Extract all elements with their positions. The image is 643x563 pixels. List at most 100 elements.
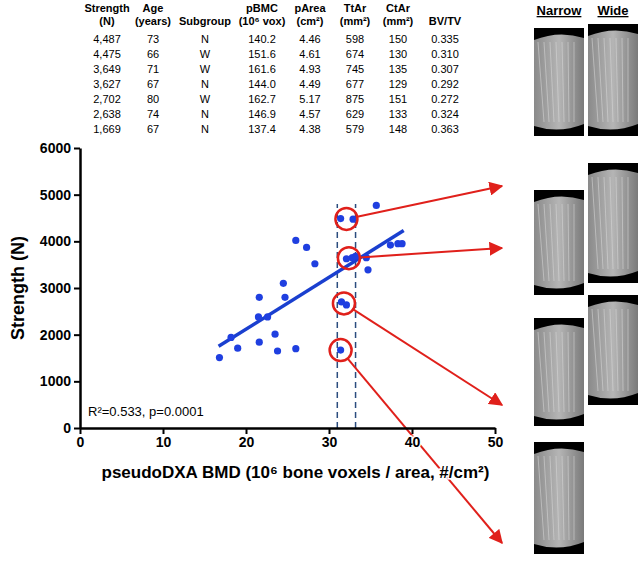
image-body [588,295,638,405]
table-cell: 2,638 [93,108,121,120]
table-cell: 151.6 [248,48,276,60]
data-point [387,241,394,248]
tick: 3000 [40,280,80,296]
table-cell: 2,702 [93,93,121,105]
tick-label: 40 [405,434,421,450]
image-texture [568,456,569,540]
bone-image [588,24,638,136]
data-point [256,339,263,346]
dashed-line [337,204,339,428]
image-cap [534,28,584,40]
table-cell: 0.324 [431,108,459,120]
tick-mark [74,288,80,290]
image-cap [588,124,638,136]
data-point [337,347,344,354]
table-cell: 875 [346,93,364,105]
table-cell: 629 [346,108,364,120]
image-texture [598,177,603,269]
data-point [292,345,299,352]
table-header: pArea [294,2,326,14]
image-texture [556,456,559,540]
image-texture [568,42,569,122]
image-texture [610,309,613,391]
image-texture [628,309,629,391]
image-cap [588,163,638,175]
table-cell: 144.0 [248,78,276,90]
table-cell: 137.4 [248,123,276,135]
tick-label: 0 [63,420,71,436]
data-point [292,237,299,244]
data-point [227,334,234,341]
table-cell: 3,649 [93,63,121,75]
table-cell: 67 [147,123,159,135]
image-texture [562,204,564,281]
tick: 10 [156,428,172,450]
table-cell: N [201,33,209,45]
data-point [311,260,318,267]
table-cell: 4.38 [299,123,320,135]
data-point [373,202,380,209]
image-texture [568,332,569,412]
image-texture [562,332,564,412]
table-header: (cm²) [297,15,324,27]
highlight-circle [338,247,360,269]
image-texture [568,204,569,281]
tick-label: 50 [488,434,504,450]
tick: 40 [405,428,421,450]
table-cell: 151 [389,93,407,105]
tick: 1000 [40,373,80,389]
x-axis: 01020304050 [77,428,504,450]
y-axis-title: Strength (N) [8,236,28,340]
table-cell: 129 [389,78,407,90]
table-header: CtAr [386,2,411,14]
table-cell: 146.9 [248,108,276,120]
tick-label: 3000 [40,280,71,296]
data-point [281,294,288,301]
image-texture [538,42,544,122]
arrows [348,186,502,543]
highlight-circle [335,208,357,230]
tick-mark [74,194,80,196]
table-header: (10⁶ vox) [239,15,286,27]
x-axis-title: pseudoDXA BMD (10⁶ bone voxels / area, #… [102,463,490,482]
table-cell: 0.310 [431,48,459,60]
image-texture [610,177,613,269]
dashed-line [355,204,357,428]
data-table: Strength(N)Age(years)SubgrouppBMC(10⁶ vo… [84,2,461,135]
table-cell: 148 [389,123,407,135]
image-texture [562,42,564,122]
table-cell: 4.46 [299,33,320,45]
tick-label: 2000 [40,327,71,343]
tick: 6000 [40,140,80,156]
image-texture [550,332,554,412]
image-texture [592,309,598,391]
tick-mark [74,334,80,336]
image-texture [544,42,549,122]
table-header: (years) [135,15,171,27]
column-header: Narrow [537,3,583,18]
image-body [588,24,638,136]
image-texture [574,332,575,412]
table-cell: 5.17 [299,93,320,105]
table-header: pBMC [246,2,278,14]
data-point [264,313,271,320]
tick: 30 [322,428,338,450]
table-cell: 598 [346,33,364,45]
image-texture [610,38,613,122]
image-body [534,28,584,136]
image-texture [544,456,549,540]
image-texture [556,42,559,122]
image-texture [628,38,629,122]
table-cell: 1,669 [93,123,121,135]
column-header: Wide [598,3,629,18]
table-header: Strength [84,2,130,14]
table-cell: 0.363 [431,123,459,135]
tick-mark [74,241,80,243]
table-header: Subgroup [179,15,231,27]
image-texture [556,204,559,281]
table-cell: 74 [147,108,159,120]
bone-image [534,442,584,554]
bone-image [534,28,584,136]
axis-line [81,427,496,430]
image-texture [544,332,549,412]
